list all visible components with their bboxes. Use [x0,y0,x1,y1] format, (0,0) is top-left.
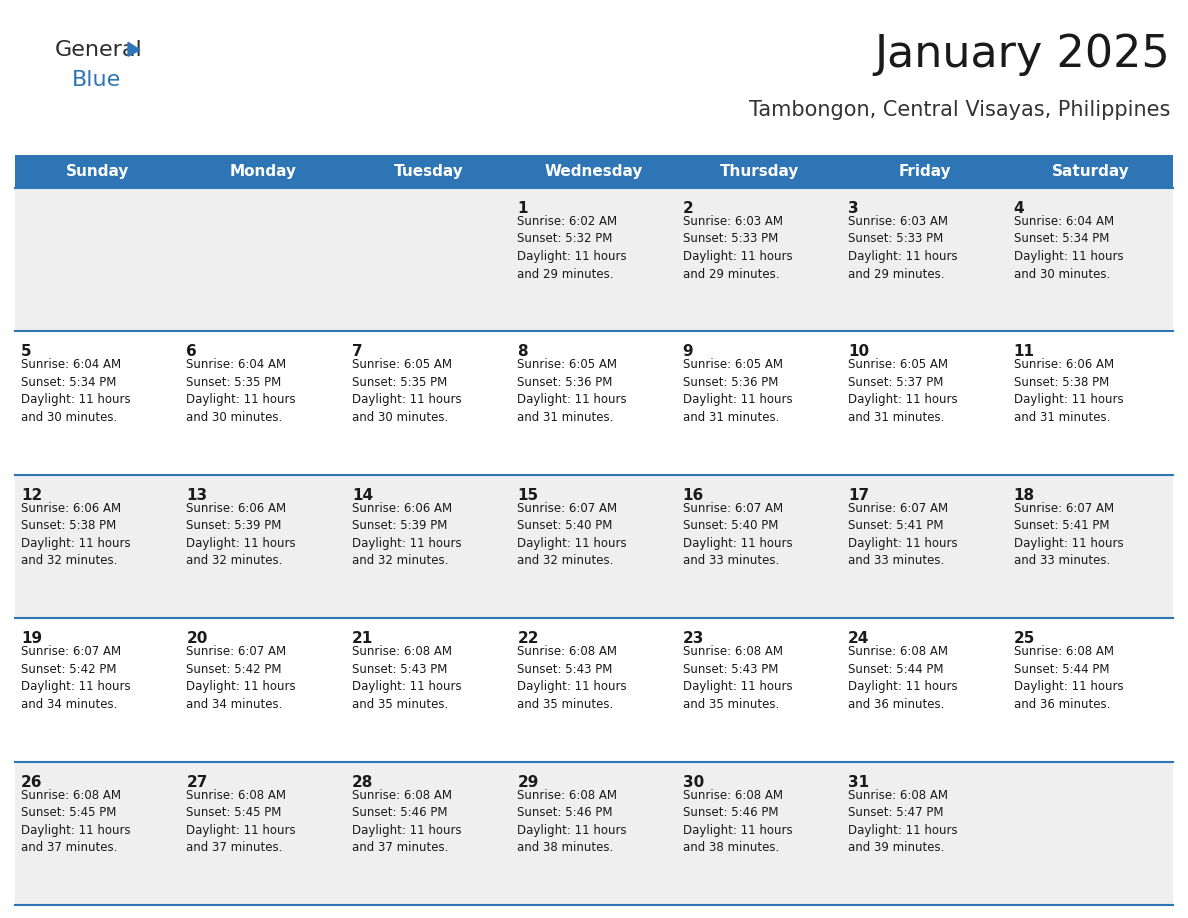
Text: 7: 7 [352,344,362,360]
Text: 4: 4 [1013,201,1024,216]
Text: 8: 8 [517,344,527,360]
Text: Thursday: Thursday [720,164,800,179]
Text: Sunrise: 6:08 AM
Sunset: 5:43 PM
Daylight: 11 hours
and 35 minutes.: Sunrise: 6:08 AM Sunset: 5:43 PM Dayligh… [517,645,627,711]
Text: Sunrise: 6:03 AM
Sunset: 5:33 PM
Daylight: 11 hours
and 29 minutes.: Sunrise: 6:03 AM Sunset: 5:33 PM Dayligh… [848,215,958,281]
Text: Sunrise: 6:04 AM
Sunset: 5:34 PM
Daylight: 11 hours
and 30 minutes.: Sunrise: 6:04 AM Sunset: 5:34 PM Dayligh… [21,358,131,424]
Bar [15,188,1173,331]
Text: 11: 11 [1013,344,1035,360]
Text: Sunrise: 6:03 AM
Sunset: 5:33 PM
Daylight: 11 hours
and 29 minutes.: Sunrise: 6:03 AM Sunset: 5:33 PM Dayligh… [683,215,792,281]
Text: 9: 9 [683,344,694,360]
Text: 20: 20 [187,632,208,646]
Text: 18: 18 [1013,487,1035,503]
Text: Sunrise: 6:08 AM
Sunset: 5:45 PM
Daylight: 11 hours
and 37 minutes.: Sunrise: 6:08 AM Sunset: 5:45 PM Dayligh… [21,789,131,854]
Bar [15,331,1173,475]
Text: Sunrise: 6:08 AM
Sunset: 5:46 PM
Daylight: 11 hours
and 38 minutes.: Sunrise: 6:08 AM Sunset: 5:46 PM Dayligh… [517,789,627,854]
Text: 6: 6 [187,344,197,360]
Bar [15,155,181,188]
Text: 5: 5 [21,344,32,360]
Text: 21: 21 [352,632,373,646]
Text: Sunrise: 6:06 AM
Sunset: 5:38 PM
Daylight: 11 hours
and 31 minutes.: Sunrise: 6:06 AM Sunset: 5:38 PM Dayligh… [1013,358,1123,424]
Text: 28: 28 [352,775,373,789]
Bar [842,155,1007,188]
Bar [346,155,511,188]
Text: Monday: Monday [229,164,297,179]
Text: Sunrise: 6:06 AM
Sunset: 5:39 PM
Daylight: 11 hours
and 32 minutes.: Sunrise: 6:06 AM Sunset: 5:39 PM Dayligh… [352,502,461,567]
Text: Sunrise: 6:07 AM
Sunset: 5:42 PM
Daylight: 11 hours
and 34 minutes.: Sunrise: 6:07 AM Sunset: 5:42 PM Dayligh… [21,645,131,711]
Text: Friday: Friday [898,164,952,179]
Text: Sunrise: 6:08 AM
Sunset: 5:46 PM
Daylight: 11 hours
and 38 minutes.: Sunrise: 6:08 AM Sunset: 5:46 PM Dayligh… [683,789,792,854]
Bar [511,155,677,188]
Text: Sunrise: 6:08 AM
Sunset: 5:45 PM
Daylight: 11 hours
and 37 minutes.: Sunrise: 6:08 AM Sunset: 5:45 PM Dayligh… [187,789,296,854]
Bar [181,155,346,188]
Bar [1007,155,1173,188]
Text: 12: 12 [21,487,43,503]
Text: 2: 2 [683,201,694,216]
Text: Sunrise: 6:07 AM
Sunset: 5:40 PM
Daylight: 11 hours
and 32 minutes.: Sunrise: 6:07 AM Sunset: 5:40 PM Dayligh… [517,502,627,567]
Text: 30: 30 [683,775,704,789]
Text: 22: 22 [517,632,539,646]
Text: Sunrise: 6:08 AM
Sunset: 5:47 PM
Daylight: 11 hours
and 39 minutes.: Sunrise: 6:08 AM Sunset: 5:47 PM Dayligh… [848,789,958,854]
Text: Sunrise: 6:04 AM
Sunset: 5:34 PM
Daylight: 11 hours
and 30 minutes.: Sunrise: 6:04 AM Sunset: 5:34 PM Dayligh… [1013,215,1123,281]
Text: Sunrise: 6:08 AM
Sunset: 5:44 PM
Daylight: 11 hours
and 36 minutes.: Sunrise: 6:08 AM Sunset: 5:44 PM Dayligh… [1013,645,1123,711]
Text: 27: 27 [187,775,208,789]
Text: Sunrise: 6:07 AM
Sunset: 5:41 PM
Daylight: 11 hours
and 33 minutes.: Sunrise: 6:07 AM Sunset: 5:41 PM Dayligh… [848,502,958,567]
Text: Tuesday: Tuesday [393,164,463,179]
Text: Sunrise: 6:07 AM
Sunset: 5:41 PM
Daylight: 11 hours
and 33 minutes.: Sunrise: 6:07 AM Sunset: 5:41 PM Dayligh… [1013,502,1123,567]
Text: 17: 17 [848,487,870,503]
Bar [15,762,1173,905]
Text: Sunrise: 6:05 AM
Sunset: 5:36 PM
Daylight: 11 hours
and 31 minutes.: Sunrise: 6:05 AM Sunset: 5:36 PM Dayligh… [683,358,792,424]
Bar [15,618,1173,762]
Bar [15,475,1173,618]
Text: Sunrise: 6:08 AM
Sunset: 5:44 PM
Daylight: 11 hours
and 36 minutes.: Sunrise: 6:08 AM Sunset: 5:44 PM Dayligh… [848,645,958,711]
Text: Sunrise: 6:06 AM
Sunset: 5:39 PM
Daylight: 11 hours
and 32 minutes.: Sunrise: 6:06 AM Sunset: 5:39 PM Dayligh… [187,502,296,567]
Text: Sunrise: 6:08 AM
Sunset: 5:43 PM
Daylight: 11 hours
and 35 minutes.: Sunrise: 6:08 AM Sunset: 5:43 PM Dayligh… [352,645,461,711]
Text: General: General [55,40,143,60]
Text: Blue: Blue [72,70,121,90]
Text: Sunrise: 6:05 AM
Sunset: 5:36 PM
Daylight: 11 hours
and 31 minutes.: Sunrise: 6:05 AM Sunset: 5:36 PM Dayligh… [517,358,627,424]
Text: Sunrise: 6:02 AM
Sunset: 5:32 PM
Daylight: 11 hours
and 29 minutes.: Sunrise: 6:02 AM Sunset: 5:32 PM Dayligh… [517,215,627,281]
Text: Sunday: Sunday [67,164,129,179]
Text: 15: 15 [517,487,538,503]
Text: Sunrise: 6:07 AM
Sunset: 5:42 PM
Daylight: 11 hours
and 34 minutes.: Sunrise: 6:07 AM Sunset: 5:42 PM Dayligh… [187,645,296,711]
Text: Sunrise: 6:08 AM
Sunset: 5:43 PM
Daylight: 11 hours
and 35 minutes.: Sunrise: 6:08 AM Sunset: 5:43 PM Dayligh… [683,645,792,711]
Text: 25: 25 [1013,632,1035,646]
Text: 24: 24 [848,632,870,646]
Text: 31: 31 [848,775,870,789]
Text: Tambongon, Central Visayas, Philippines: Tambongon, Central Visayas, Philippines [748,100,1170,120]
Text: 29: 29 [517,775,538,789]
Text: Saturday: Saturday [1051,164,1129,179]
Text: Wednesday: Wednesday [545,164,643,179]
Text: Sunrise: 6:05 AM
Sunset: 5:37 PM
Daylight: 11 hours
and 31 minutes.: Sunrise: 6:05 AM Sunset: 5:37 PM Dayligh… [848,358,958,424]
Text: 10: 10 [848,344,870,360]
Text: Sunrise: 6:04 AM
Sunset: 5:35 PM
Daylight: 11 hours
and 30 minutes.: Sunrise: 6:04 AM Sunset: 5:35 PM Dayligh… [187,358,296,424]
Bar [677,155,842,188]
Text: Sunrise: 6:05 AM
Sunset: 5:35 PM
Daylight: 11 hours
and 30 minutes.: Sunrise: 6:05 AM Sunset: 5:35 PM Dayligh… [352,358,461,424]
Polygon shape [128,42,140,56]
Text: Sunrise: 6:08 AM
Sunset: 5:46 PM
Daylight: 11 hours
and 37 minutes.: Sunrise: 6:08 AM Sunset: 5:46 PM Dayligh… [352,789,461,854]
Text: Sunrise: 6:07 AM
Sunset: 5:40 PM
Daylight: 11 hours
and 33 minutes.: Sunrise: 6:07 AM Sunset: 5:40 PM Dayligh… [683,502,792,567]
Text: January 2025: January 2025 [874,33,1170,76]
Text: 19: 19 [21,632,42,646]
Text: 13: 13 [187,487,208,503]
Text: 3: 3 [848,201,859,216]
Text: 1: 1 [517,201,527,216]
Text: 23: 23 [683,632,704,646]
Text: 14: 14 [352,487,373,503]
Text: 26: 26 [21,775,43,789]
Text: 16: 16 [683,487,704,503]
Text: Sunrise: 6:06 AM
Sunset: 5:38 PM
Daylight: 11 hours
and 32 minutes.: Sunrise: 6:06 AM Sunset: 5:38 PM Dayligh… [21,502,131,567]
